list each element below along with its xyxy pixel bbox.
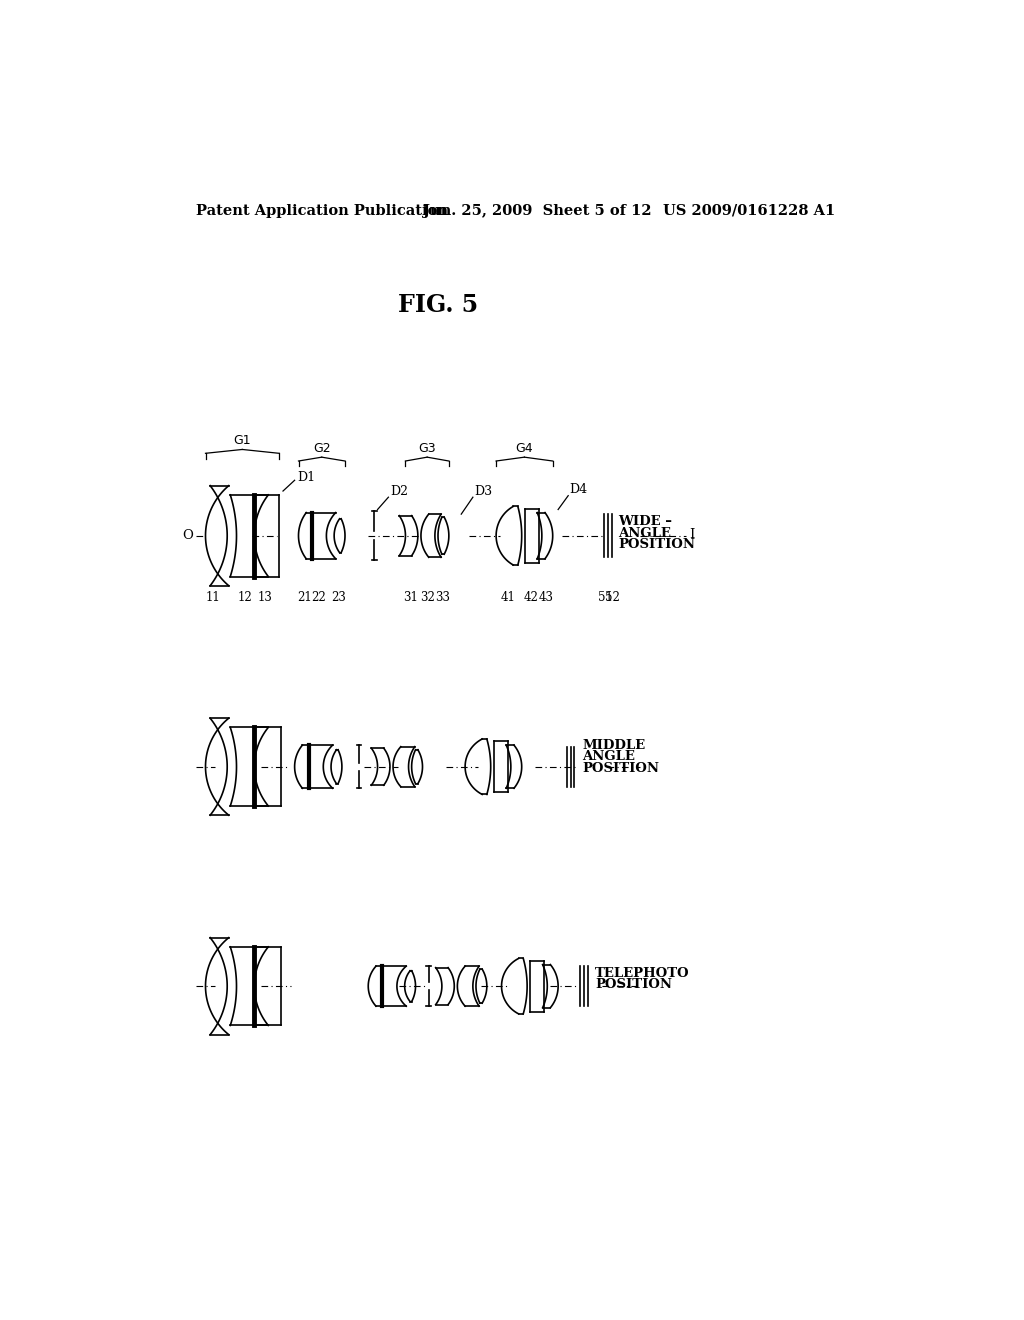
Text: G1: G1	[233, 434, 251, 447]
Text: 12: 12	[238, 591, 252, 605]
Text: G3: G3	[419, 442, 436, 455]
Text: ANGLE: ANGLE	[618, 527, 672, 540]
Text: I: I	[689, 528, 694, 541]
Text: 31: 31	[402, 591, 418, 605]
Text: 41: 41	[501, 591, 515, 605]
Text: 52: 52	[605, 591, 620, 605]
Text: TELEPHOTO: TELEPHOTO	[595, 966, 690, 979]
Text: 21: 21	[297, 591, 312, 605]
Text: 13: 13	[258, 591, 272, 605]
Text: D3: D3	[474, 484, 493, 498]
Text: G2: G2	[313, 442, 331, 455]
Text: D4: D4	[569, 483, 588, 496]
Text: 22: 22	[311, 591, 326, 605]
Text: MIDDLE: MIDDLE	[583, 739, 645, 751]
Text: O: O	[182, 529, 194, 543]
Text: 23: 23	[332, 591, 346, 605]
Text: Jun. 25, 2009  Sheet 5 of 12: Jun. 25, 2009 Sheet 5 of 12	[423, 203, 651, 218]
Text: 33: 33	[435, 591, 451, 605]
Text: Patent Application Publication: Patent Application Publication	[197, 203, 449, 218]
Text: FIG. 5: FIG. 5	[398, 293, 478, 317]
Text: 32: 32	[420, 591, 434, 605]
Text: POSITION: POSITION	[618, 539, 695, 552]
Text: 11: 11	[206, 591, 220, 605]
Text: POSITION: POSITION	[595, 978, 673, 991]
Text: WIDE –: WIDE –	[618, 515, 673, 528]
Text: US 2009/0161228 A1: US 2009/0161228 A1	[663, 203, 835, 218]
Text: G4: G4	[516, 442, 534, 455]
Text: 43: 43	[539, 591, 554, 605]
Text: 42: 42	[523, 591, 539, 605]
Text: D1: D1	[297, 471, 315, 484]
Text: POSITION: POSITION	[583, 762, 659, 775]
Text: ANGLE: ANGLE	[583, 750, 635, 763]
Text: 51: 51	[598, 591, 612, 605]
Text: D2: D2	[390, 484, 408, 498]
